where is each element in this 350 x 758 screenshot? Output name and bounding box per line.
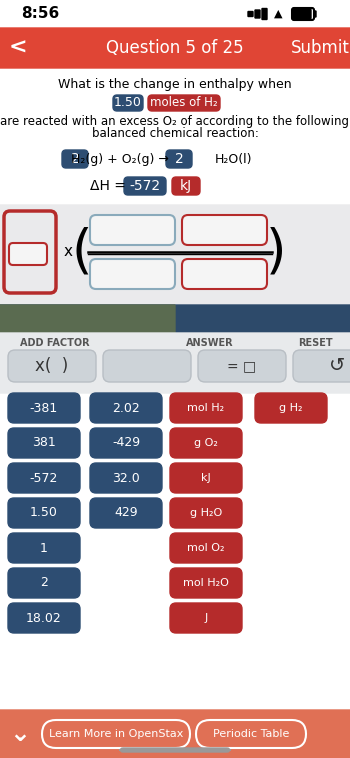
Text: ANSWER: ANSWER	[186, 338, 234, 348]
FancyBboxPatch shape	[0, 28, 350, 68]
Text: ↺: ↺	[329, 356, 345, 375]
FancyBboxPatch shape	[314, 11, 316, 17]
Text: 18.02: 18.02	[26, 612, 62, 625]
Text: 2: 2	[175, 152, 183, 166]
FancyBboxPatch shape	[170, 393, 242, 423]
Text: -572: -572	[30, 471, 58, 484]
FancyBboxPatch shape	[293, 350, 350, 382]
FancyBboxPatch shape	[8, 428, 80, 458]
Text: ΔH =: ΔH =	[90, 179, 126, 193]
FancyBboxPatch shape	[0, 333, 350, 393]
FancyBboxPatch shape	[8, 393, 80, 423]
Text: 1.50: 1.50	[30, 506, 58, 519]
FancyBboxPatch shape	[198, 350, 286, 382]
FancyBboxPatch shape	[248, 11, 253, 17]
Text: (: (	[72, 226, 92, 278]
Text: 429: 429	[114, 506, 138, 519]
FancyBboxPatch shape	[170, 498, 242, 528]
Text: ): )	[266, 226, 286, 278]
FancyBboxPatch shape	[8, 350, 96, 382]
FancyBboxPatch shape	[124, 177, 166, 195]
Text: 2.02: 2.02	[112, 402, 140, 415]
Text: are reacted with an excess O₂ of according to the following: are reacted with an excess O₂ of accordi…	[0, 115, 350, 128]
Text: g H₂O: g H₂O	[190, 508, 222, 518]
FancyBboxPatch shape	[182, 259, 267, 289]
FancyBboxPatch shape	[90, 428, 162, 458]
FancyBboxPatch shape	[0, 0, 350, 28]
Text: balanced chemical reaction:: balanced chemical reaction:	[92, 127, 258, 140]
FancyBboxPatch shape	[166, 150, 192, 168]
Text: = □: = □	[228, 359, 257, 373]
Text: ▲: ▲	[274, 9, 282, 19]
FancyBboxPatch shape	[170, 568, 242, 598]
FancyBboxPatch shape	[8, 568, 80, 598]
Text: ⌄: ⌄	[9, 722, 30, 746]
FancyBboxPatch shape	[0, 205, 350, 305]
Text: kJ: kJ	[180, 179, 192, 193]
FancyBboxPatch shape	[0, 305, 350, 333]
FancyBboxPatch shape	[170, 428, 242, 458]
FancyBboxPatch shape	[293, 9, 311, 19]
Text: mol H₂: mol H₂	[188, 403, 225, 413]
FancyBboxPatch shape	[262, 8, 267, 20]
Text: 8:56: 8:56	[21, 7, 59, 21]
Text: moles of H₂: moles of H₂	[150, 96, 218, 109]
Text: ADD FACTOR: ADD FACTOR	[20, 338, 90, 348]
Text: Submit: Submit	[290, 39, 349, 57]
Text: H₂O(l): H₂O(l)	[215, 152, 252, 165]
Text: What is the change in enthalpy when: What is the change in enthalpy when	[58, 78, 292, 91]
Text: 381: 381	[32, 437, 56, 449]
FancyBboxPatch shape	[0, 710, 350, 758]
FancyBboxPatch shape	[9, 243, 47, 265]
Text: kJ: kJ	[201, 473, 211, 483]
Text: mol O₂: mol O₂	[187, 543, 225, 553]
Text: 1.50: 1.50	[114, 96, 142, 109]
Text: g H₂: g H₂	[279, 403, 303, 413]
FancyBboxPatch shape	[170, 603, 242, 633]
Text: Periodic Table: Periodic Table	[213, 729, 289, 739]
FancyBboxPatch shape	[8, 603, 80, 633]
FancyBboxPatch shape	[90, 215, 175, 245]
Text: 32.0: 32.0	[112, 471, 140, 484]
Text: <: <	[9, 38, 27, 58]
Text: x(  ): x( )	[35, 357, 69, 375]
Text: -429: -429	[112, 437, 140, 449]
FancyBboxPatch shape	[148, 95, 220, 111]
Text: 2: 2	[71, 152, 79, 166]
Text: g O₂: g O₂	[194, 438, 218, 448]
FancyBboxPatch shape	[172, 177, 200, 195]
Text: J: J	[204, 613, 208, 623]
FancyBboxPatch shape	[182, 215, 267, 245]
FancyBboxPatch shape	[8, 498, 80, 528]
Text: -572: -572	[130, 179, 161, 193]
FancyBboxPatch shape	[170, 533, 242, 563]
Text: 1: 1	[40, 541, 48, 555]
FancyBboxPatch shape	[103, 350, 191, 382]
Text: -381: -381	[30, 402, 58, 415]
FancyBboxPatch shape	[8, 533, 80, 563]
Text: Question 5 of 25: Question 5 of 25	[106, 39, 244, 57]
FancyBboxPatch shape	[0, 305, 175, 333]
FancyBboxPatch shape	[170, 463, 242, 493]
FancyBboxPatch shape	[90, 498, 162, 528]
FancyBboxPatch shape	[255, 393, 327, 423]
Text: RESET: RESET	[298, 338, 332, 348]
Text: mol H₂O: mol H₂O	[183, 578, 229, 588]
FancyBboxPatch shape	[4, 211, 56, 293]
FancyBboxPatch shape	[90, 463, 162, 493]
FancyBboxPatch shape	[90, 259, 175, 289]
Text: Learn More in OpenStax: Learn More in OpenStax	[49, 729, 183, 739]
FancyBboxPatch shape	[255, 10, 260, 18]
FancyBboxPatch shape	[120, 748, 230, 752]
Text: 2: 2	[40, 577, 48, 590]
Text: x: x	[63, 245, 72, 259]
Text: H₂(g) + O₂(g) →: H₂(g) + O₂(g) →	[71, 152, 169, 165]
FancyBboxPatch shape	[90, 393, 162, 423]
FancyBboxPatch shape	[8, 463, 80, 493]
FancyBboxPatch shape	[62, 150, 88, 168]
FancyBboxPatch shape	[113, 95, 143, 111]
